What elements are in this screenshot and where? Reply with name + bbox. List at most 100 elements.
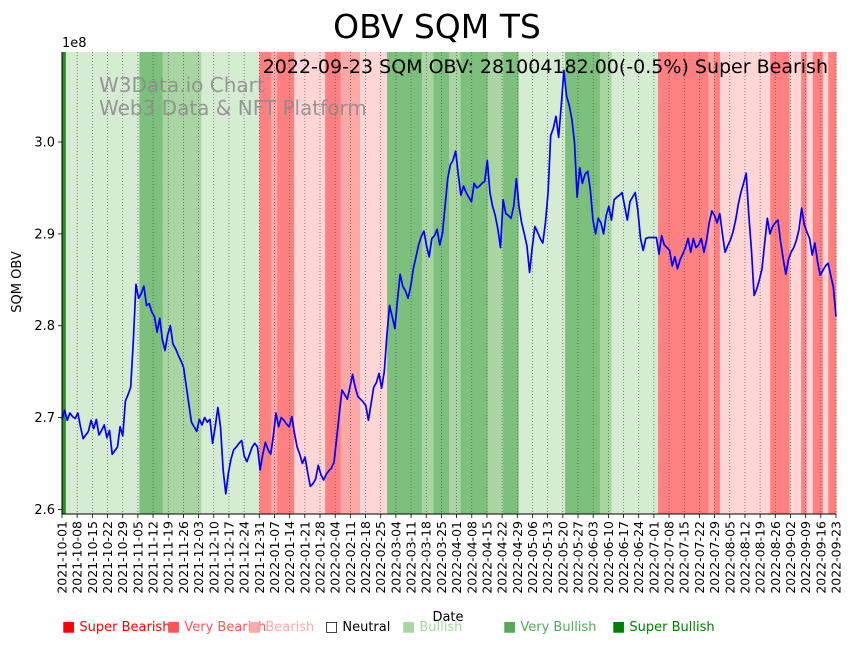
legend-marker: ■ — [503, 619, 517, 635]
regime-band-4 — [201, 52, 260, 514]
axes — [58, 52, 837, 518]
legend-label: Super Bearish — [79, 620, 171, 635]
x-tick-label-28: 2022-04-15 — [479, 521, 494, 594]
regime-band-7 — [277, 52, 295, 514]
x-tick-label-24: 2022-03-18 — [419, 521, 434, 594]
x-tick-label-42: 2022-07-22 — [692, 521, 707, 594]
legend-label: Super Bullish — [629, 620, 715, 635]
x-tick-label-44: 2022-08-05 — [722, 521, 737, 594]
legend-marker: ■ — [167, 619, 181, 635]
legend-marker: □ — [325, 619, 339, 635]
x-tick-label-13: 2021-12-31 — [252, 521, 267, 594]
x-tick-label-36: 2022-06-10 — [601, 521, 616, 594]
x-axis-label: Date — [432, 610, 463, 625]
y-tick-labels: 2.6 2.7 2.8 2.9 3.0 — [34, 136, 55, 518]
regime-band-29 — [789, 52, 802, 514]
regime-band-27 — [719, 52, 771, 514]
x-tick-label-48: 2022-09-02 — [783, 521, 798, 594]
legend-marker: ■ — [402, 619, 416, 635]
regime-band-5 — [259, 52, 272, 514]
x-tick-label-31: 2022-05-06 — [525, 521, 540, 594]
regime-band-18 — [503, 52, 520, 514]
y-tick-label-2: 2.8 — [34, 319, 55, 334]
legend-item-super-bullish: ■ Super Bullish — [612, 619, 715, 635]
legend-marker: ■ — [612, 619, 626, 635]
latest-value-annotation: 2022-09-23 SQM OBV: 281004182.00(-0.5%) … — [263, 56, 828, 78]
regime-band-17 — [487, 52, 504, 514]
y-tick-label-4: 3.0 — [34, 136, 55, 151]
regime-band-9 — [325, 52, 342, 514]
x-tick-label-35: 2022-06-03 — [586, 521, 601, 594]
regime-bands — [62, 52, 837, 514]
legend-label: Neutral — [342, 620, 391, 635]
series-line-0 — [61, 69, 837, 495]
x-tick-label-15: 2022-01-14 — [282, 521, 297, 594]
x-tick-label-40: 2022-07-08 — [662, 521, 677, 594]
regime-band-19 — [518, 52, 566, 514]
x-tick-label-39: 2022-07-01 — [646, 521, 661, 594]
x-tick-label-17: 2022-01-28 — [313, 521, 328, 594]
x-tick-label-14: 2022-01-07 — [267, 521, 282, 594]
regime-band-30 — [801, 52, 808, 514]
legend-label: Bearish — [265, 620, 315, 635]
regime-band-16 — [460, 52, 489, 514]
regime-band-22 — [611, 52, 643, 514]
x-tick-label-0: 2021-10-01 — [55, 521, 70, 594]
x-tick-label-37: 2022-06-17 — [616, 521, 631, 594]
legend-item-very-bearish: ■ Very Bearish — [167, 619, 266, 635]
x-tick-label-1: 2021-10-08 — [70, 521, 85, 594]
regime-band-15 — [449, 52, 462, 514]
y-axis-label: SQM OBV — [10, 251, 25, 313]
regime-band-24 — [657, 52, 709, 514]
legend-item-very-bullish: ■ Very Bullish — [503, 619, 596, 635]
regime-band-3 — [162, 52, 202, 514]
regime-band-2 — [139, 52, 164, 514]
regime-band-26 — [713, 52, 721, 514]
regime-band-12 — [387, 52, 423, 514]
x-tick-label-8: 2021-11-26 — [176, 521, 191, 594]
x-tick-label-4: 2021-10-29 — [115, 521, 130, 594]
x-tick-label-11: 2021-12-17 — [221, 521, 236, 594]
legend-item-bullish: ■ Bullish — [402, 619, 462, 635]
x-tick-label-2: 2021-10-15 — [85, 521, 100, 594]
regime-band-0 — [62, 52, 67, 514]
y-tick-label-3: 2.9 — [34, 227, 55, 242]
y-tick-label-0: 2.6 — [34, 503, 55, 518]
x-tick-label-6: 2021-11-12 — [146, 521, 161, 594]
watermark-line-2: Web3 Data & NFT Platform — [99, 96, 367, 120]
legend-marker: ■ — [62, 619, 76, 635]
x-tick-label-30: 2022-04-29 — [510, 521, 525, 594]
x-tick-label-21: 2022-02-25 — [373, 521, 388, 594]
regime-band-32 — [812, 52, 824, 514]
x-tick-label-46: 2022-08-19 — [753, 521, 768, 594]
x-tick-label-45: 2022-08-12 — [737, 521, 752, 594]
regime-band-8 — [294, 52, 326, 514]
x-tick-label-34: 2022-05-27 — [571, 521, 586, 594]
legend-item-neutral: □ Neutral — [325, 619, 390, 635]
regime-band-13 — [421, 52, 435, 514]
x-tick-label-27: 2022-04-08 — [464, 521, 479, 594]
legend-marker: ■ — [248, 619, 262, 635]
x-tick-label-25: 2022-03-25 — [434, 521, 449, 594]
x-tick-label-9: 2021-12-03 — [191, 521, 206, 594]
x-tick-label-51: 2022-09-23 — [829, 521, 844, 594]
x-tick-label-47: 2022-08-26 — [768, 521, 783, 594]
regime-band-25 — [708, 52, 715, 514]
x-tick-label-49: 2022-09-09 — [798, 521, 813, 594]
x-tick-label-10: 2021-12-10 — [206, 521, 221, 594]
y-tick-label-1: 2.7 — [34, 411, 55, 426]
x-tick-label-20: 2022-02-18 — [358, 521, 373, 594]
x-tick-label-38: 2022-06-24 — [631, 521, 646, 594]
regime-band-28 — [770, 52, 791, 514]
x-tick-label-12: 2021-12-24 — [237, 521, 252, 594]
legend-item-bearish: ■ Bearish — [248, 619, 314, 635]
x-tick-label-19: 2022-02-11 — [343, 521, 358, 594]
x-tick-label-22: 2022-03-04 — [388, 521, 403, 594]
x-tick-label-33: 2022-05-20 — [555, 521, 570, 594]
x-tick-label-5: 2021-11-05 — [130, 521, 145, 594]
x-tick-label-3: 2021-10-22 — [100, 521, 115, 594]
series-layer — [61, 69, 837, 495]
chart-title: OBV SQM TS — [333, 7, 541, 46]
regime-band-33 — [822, 52, 829, 514]
